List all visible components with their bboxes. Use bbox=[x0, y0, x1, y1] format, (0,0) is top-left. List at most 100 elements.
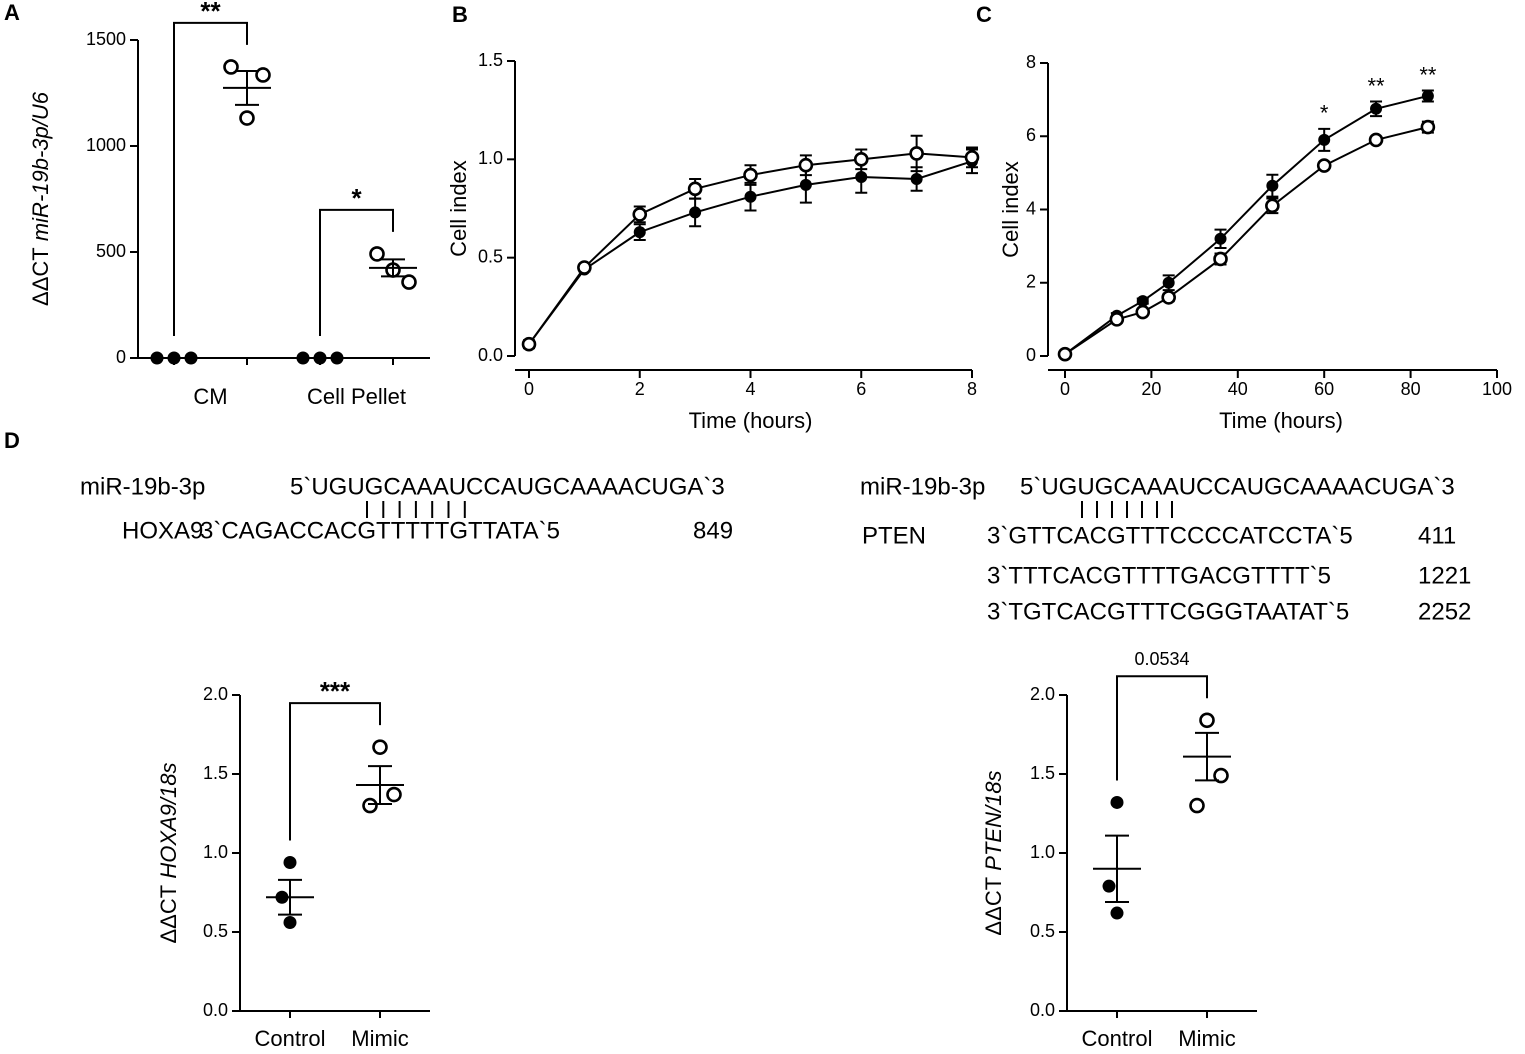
x-tick-label: Mimic bbox=[1178, 1026, 1235, 1051]
y-label-text: ΔΔCT bbox=[981, 877, 1006, 936]
x-tick-label: Control bbox=[255, 1026, 326, 1051]
y-tick-label: 0.5 bbox=[203, 921, 228, 941]
point-open bbox=[1189, 797, 1205, 814]
point-open bbox=[964, 150, 980, 165]
significance-label: ** bbox=[1367, 73, 1385, 98]
point-open bbox=[521, 336, 537, 352]
y-tick-label: 0.5 bbox=[1030, 921, 1055, 941]
significance-bracket bbox=[319, 208, 394, 336]
point-filled bbox=[1110, 906, 1124, 920]
significance-label: *** bbox=[320, 676, 351, 706]
point-open bbox=[1199, 712, 1215, 729]
x-tick-label: Control bbox=[1082, 1026, 1153, 1051]
x-tick-label: 8 bbox=[967, 379, 977, 399]
panel-letter: C bbox=[976, 2, 992, 27]
sem-bar bbox=[235, 69, 259, 106]
target-sequence: 3`TGTCACGTTTCGGGTAATAT`5 bbox=[987, 598, 1349, 625]
y-tick-label: 0.0 bbox=[1030, 1000, 1055, 1020]
x-tick-label: Mimic bbox=[351, 1026, 408, 1051]
significance-label: ** bbox=[200, 0, 221, 26]
point-open bbox=[1135, 304, 1151, 320]
y-label-text: ΔΔCT bbox=[28, 247, 53, 306]
site-position: 411 bbox=[1418, 522, 1456, 549]
point-filled bbox=[1318, 133, 1331, 146]
y-axis-label: ΔΔCT HOXA9/18s bbox=[156, 762, 181, 943]
x-tick-label: Cell Pellet bbox=[307, 384, 406, 409]
y-label-text: Cell index bbox=[446, 160, 471, 257]
point-open bbox=[255, 67, 271, 83]
y-tick-label: 1.5 bbox=[1030, 763, 1055, 783]
significance-label: ** bbox=[1419, 62, 1437, 87]
y-label-italic: PTEN/18s bbox=[981, 770, 1006, 870]
y-tick-label: 1.5 bbox=[203, 763, 228, 783]
y-tick-label: 0 bbox=[1026, 345, 1036, 365]
x-tick-label: 2 bbox=[635, 379, 645, 399]
y-tick-label: 0.0 bbox=[478, 345, 503, 365]
x-tick-label: 4 bbox=[745, 379, 755, 399]
x-tick-label: 40 bbox=[1228, 379, 1248, 399]
point-filled bbox=[1102, 879, 1116, 893]
y-tick-label: 0.0 bbox=[203, 1000, 228, 1020]
y-tick-label: 8 bbox=[1026, 52, 1036, 72]
x-tick-label: 100 bbox=[1482, 379, 1512, 399]
x-axis-label: Time (hours) bbox=[689, 408, 813, 433]
point-filled bbox=[313, 351, 327, 365]
point-open bbox=[853, 152, 869, 167]
target-label: PTEN bbox=[862, 522, 926, 549]
point-open bbox=[372, 739, 388, 755]
y-label-italic: HOXA9/18s bbox=[156, 762, 181, 878]
y-tick-label: 1.0 bbox=[478, 148, 503, 168]
y-tick-label: 1500 bbox=[86, 29, 126, 49]
point-open bbox=[362, 797, 378, 814]
mirna-sequence: 5`UGUGCAAAUCCAUGCAAAACUGA`3 bbox=[1020, 473, 1455, 500]
x-tick-label: 0 bbox=[1060, 379, 1070, 399]
x-axis-label: Time (hours) bbox=[1219, 408, 1343, 433]
mirna-sequence: 5`UGUGCAAAUCCAUGCAAAACUGA`3 bbox=[290, 473, 725, 500]
y-tick-label: 1.0 bbox=[1030, 842, 1055, 862]
y-tick-label: 2.0 bbox=[203, 684, 228, 704]
sem-bar bbox=[278, 878, 302, 916]
point-filled bbox=[330, 351, 344, 365]
y-axis-label: Cell index bbox=[446, 160, 471, 257]
mirna-label: miR-19b-3p bbox=[80, 473, 205, 500]
point-filled bbox=[1266, 179, 1279, 192]
y-tick-label: 1.5 bbox=[478, 50, 503, 70]
point-filled bbox=[689, 206, 702, 219]
y-tick-label: 2.0 bbox=[1030, 684, 1055, 704]
point-open bbox=[401, 274, 417, 290]
y-label-text: ΔΔCT bbox=[156, 885, 181, 944]
point-open bbox=[577, 260, 592, 275]
y-axis-label: ΔΔCT miR-19b-3p/U6 bbox=[28, 91, 53, 306]
point-filled bbox=[1214, 232, 1227, 245]
target-label: HOXA9 bbox=[122, 517, 203, 544]
point-open bbox=[1420, 119, 1436, 135]
site-position: 849 bbox=[693, 517, 733, 544]
significance-bracket bbox=[173, 21, 248, 336]
point-open bbox=[798, 157, 814, 173]
y-tick-label: 0 bbox=[116, 347, 126, 367]
point-open bbox=[1316, 158, 1332, 173]
significance-bracket bbox=[289, 702, 381, 841]
y-tick-label: 4 bbox=[1026, 198, 1036, 218]
point-filled bbox=[1421, 89, 1434, 102]
panel-letter: B bbox=[452, 2, 468, 27]
point-filled bbox=[150, 351, 164, 365]
significance-label: * bbox=[1320, 101, 1329, 126]
point-open bbox=[239, 110, 255, 126]
y-axis-label: ΔΔCT PTEN/18s bbox=[981, 770, 1006, 935]
point-filled bbox=[633, 226, 646, 239]
point-filled bbox=[283, 916, 297, 930]
point-open bbox=[909, 146, 924, 161]
target-sequence: 3`CAGACCACGTTTTTGTTATA`5 bbox=[200, 517, 560, 544]
x-tick-label: 80 bbox=[1401, 379, 1421, 399]
point-open bbox=[743, 167, 758, 183]
x-tick-label: 60 bbox=[1314, 379, 1334, 399]
target-sequence: 3`GTTCACGTTTCCCCATCCTA`5 bbox=[987, 522, 1353, 549]
point-open bbox=[1213, 251, 1228, 267]
point-filled bbox=[167, 351, 181, 365]
point-open bbox=[223, 59, 239, 75]
panel-letter: D bbox=[4, 428, 20, 453]
x-tick-label: 6 bbox=[856, 379, 866, 399]
target-sequence: 3`TTTCACGTTTTGACGTTTT`5 bbox=[987, 562, 1331, 589]
